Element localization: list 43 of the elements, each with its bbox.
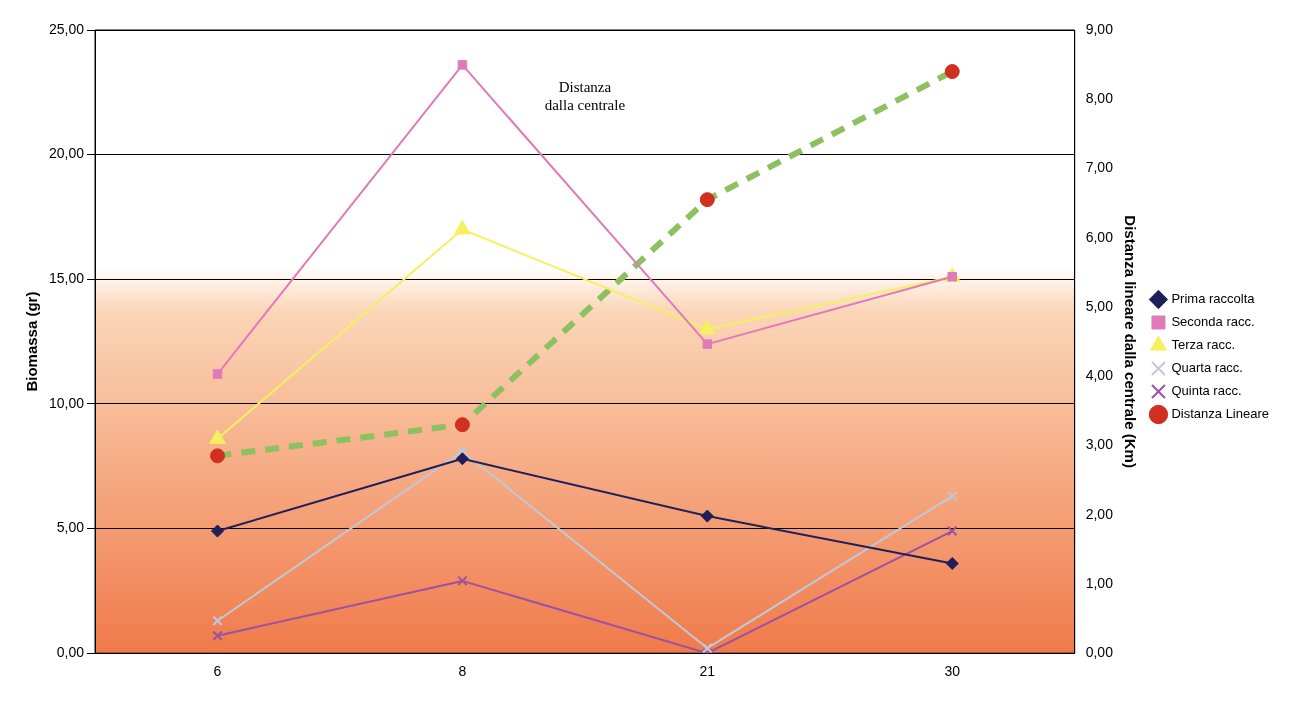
point (457, 575, 468, 587)
legend-label: Prima raccolta (1171, 291, 1256, 307)
point (947, 490, 958, 502)
point (702, 642, 713, 654)
point (700, 509, 714, 523)
annotation: Distanza dalla centrale (544, 79, 626, 113)
y-tick-label: 20,00 (48, 145, 85, 162)
x-tick-label: 30 (944, 663, 961, 680)
point (947, 525, 958, 537)
point (212, 369, 223, 379)
y-tick-label: 0,00 (56, 644, 85, 661)
y2-tick-label: 6,00 (1085, 228, 1114, 245)
y2-tick-label: 0,00 (1085, 644, 1114, 661)
y2-tick-label: 3,00 (1085, 436, 1114, 453)
y-tick-label: 10,00 (48, 394, 85, 411)
y2-tick-label: 9,00 (1085, 20, 1114, 37)
y2-tick-label: 8,00 (1085, 90, 1114, 107)
y-axis-title: Biomassa (gr) (23, 291, 41, 392)
point (457, 60, 468, 70)
point (457, 446, 468, 457)
legend-label: Quarta racc. (1171, 360, 1243, 376)
y2-tick-label: 1,00 (1085, 574, 1114, 591)
point (212, 615, 223, 627)
y-tick-label: 15,00 (48, 270, 85, 287)
point (702, 339, 713, 349)
x-tick-label: 6 (213, 663, 222, 680)
point (212, 630, 223, 641)
y2-tick-label: 2,00 (1085, 505, 1114, 522)
point (210, 524, 224, 538)
point (945, 556, 959, 570)
y2-tick-label: 5,00 (1085, 297, 1114, 314)
point (455, 452, 469, 466)
y-tick-label: 25,00 (48, 20, 85, 37)
x-tick-label: 8 (458, 663, 467, 680)
legend-label: Quinta racc. (1171, 383, 1242, 399)
legend-label: Distanza Lineare (1171, 406, 1270, 422)
y2-axis-title: Distanza lineare dalla centrale (Km) (1121, 215, 1139, 468)
y2-tick-label: 7,00 (1085, 159, 1114, 176)
y-tick-label: 5,00 (56, 519, 85, 536)
x-tick-label: 21 (699, 663, 716, 680)
legend-label: Seconda racc. (1171, 314, 1255, 330)
legend-label: Terza racc. (1171, 337, 1236, 353)
y2-tick-label: 4,00 (1085, 367, 1114, 384)
